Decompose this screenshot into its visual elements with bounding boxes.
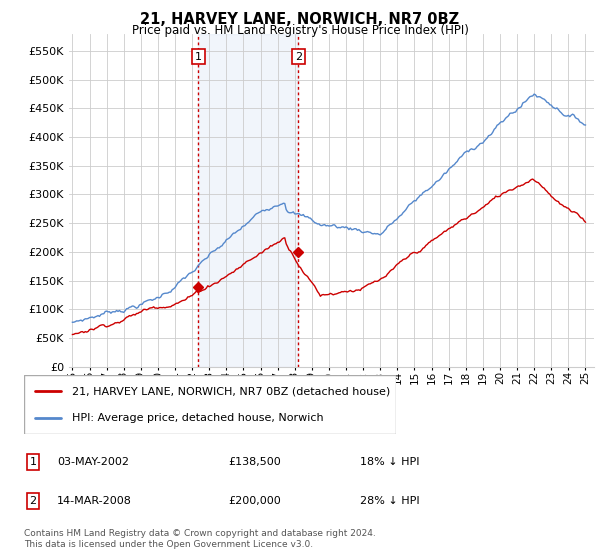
Text: 2: 2 <box>295 52 302 62</box>
Text: 21, HARVEY LANE, NORWICH, NR7 0BZ (detached house): 21, HARVEY LANE, NORWICH, NR7 0BZ (detac… <box>73 386 391 396</box>
Text: Contains HM Land Registry data © Crown copyright and database right 2024.
This d: Contains HM Land Registry data © Crown c… <box>24 529 376 549</box>
Text: 18% ↓ HPI: 18% ↓ HPI <box>360 457 419 467</box>
Text: HPI: Average price, detached house, Norwich: HPI: Average price, detached house, Norw… <box>73 413 324 423</box>
Text: 1: 1 <box>29 457 37 467</box>
Text: Price paid vs. HM Land Registry's House Price Index (HPI): Price paid vs. HM Land Registry's House … <box>131 24 469 37</box>
Text: 21, HARVEY LANE, NORWICH, NR7 0BZ: 21, HARVEY LANE, NORWICH, NR7 0BZ <box>140 12 460 27</box>
Text: 28% ↓ HPI: 28% ↓ HPI <box>360 496 419 506</box>
Bar <box>199 34 298 367</box>
Text: 14-MAR-2008: 14-MAR-2008 <box>57 496 132 506</box>
Text: 03-MAY-2002: 03-MAY-2002 <box>57 457 129 467</box>
Text: 2: 2 <box>29 496 37 506</box>
Text: £200,000: £200,000 <box>228 496 281 506</box>
Text: 1: 1 <box>195 52 202 62</box>
Text: £138,500: £138,500 <box>228 457 281 467</box>
